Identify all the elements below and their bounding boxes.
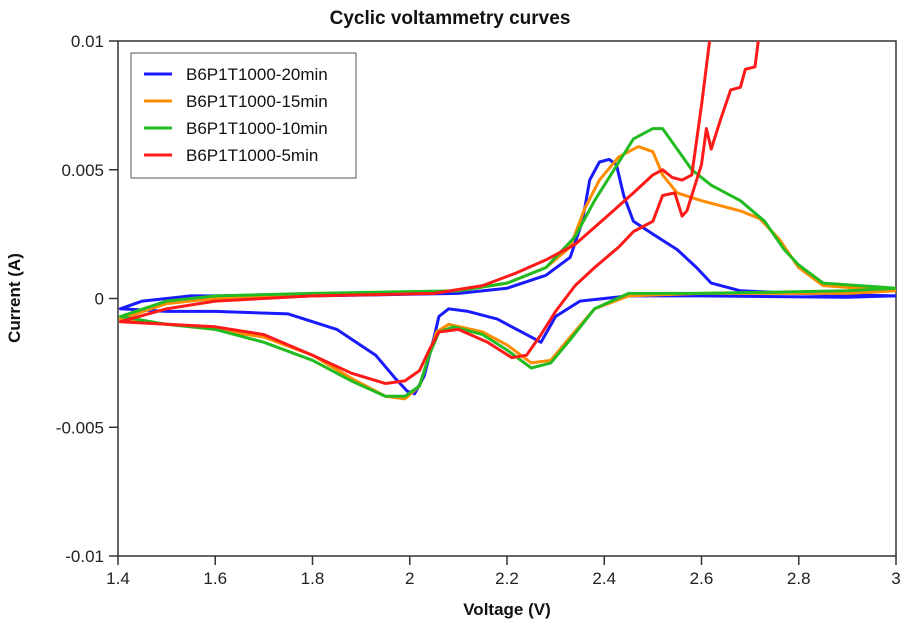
x-axis: 1.4 1.6 1.8 2 2.2 2.4 2.6 2.8 3 [106,556,900,588]
series-line-4 [118,41,760,385]
x-tick-label: 2.6 [690,569,714,588]
x-tick-label: 2.2 [495,569,519,588]
y-tick-label: -0.01 [65,547,104,566]
x-tick-label: 1.4 [106,569,130,588]
x-axis-title: Voltage (V) [463,600,551,619]
y-tick-label: -0.005 [56,418,104,437]
x-tick-label: 3 [891,569,900,588]
series-line-2 [118,145,896,401]
y-tick-label: 0.005 [61,161,104,180]
series-line-1 [118,157,896,396]
x-tick-label: 1.8 [301,569,325,588]
legend: B6P1T1000-20min B6P1T1000-15min B6P1T1000-… [130,52,357,179]
y-axis: 0.01 0.005 0 -0.005 -0.01 [56,32,118,566]
chart-title: Cyclic voltammetry curves [330,8,571,29]
series-layer [118,41,896,401]
legend-label: B6P1T1000-10min [186,119,328,138]
legend-label: B6P1T1000-5min [186,146,318,165]
series-line-3 [118,127,896,398]
legend-label: B6P1T1000-20min [186,65,328,84]
legend-label: B6P1T1000-15min [186,92,328,111]
y-tick-label: 0.01 [71,32,104,51]
x-tick-label: 2 [405,569,414,588]
y-axis-title: Current (A) [5,253,24,343]
x-tick-label: 2.8 [787,569,811,588]
x-tick-label: 1.6 [203,569,227,588]
x-tick-label: 2.4 [592,569,616,588]
y-tick-label: 0 [95,290,104,309]
